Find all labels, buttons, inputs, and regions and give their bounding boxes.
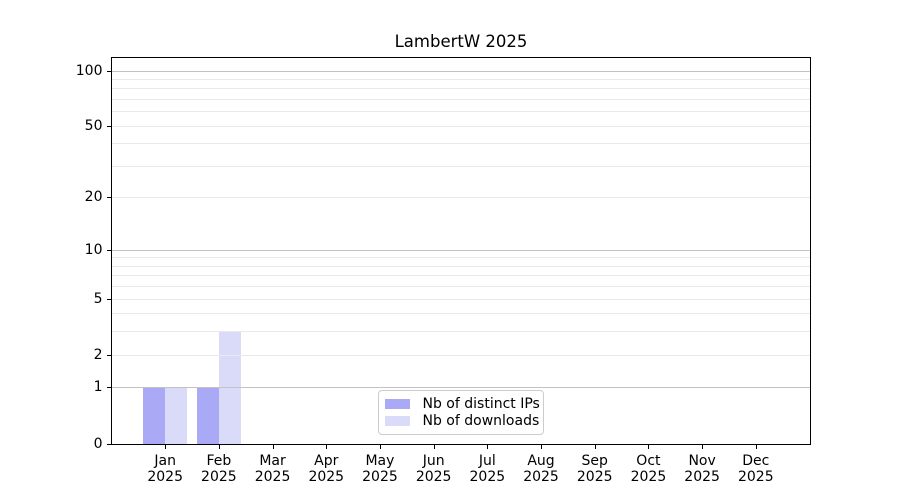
gridline-y-50	[111, 125, 810, 127]
gridline-y-8	[111, 265, 810, 267]
gridline-y-30	[111, 165, 810, 167]
y-tick-20	[106, 197, 111, 199]
bar-nb-of-downloads-jan	[165, 387, 188, 444]
x-tick-may	[379, 444, 381, 449]
x-tick-jan	[165, 444, 167, 449]
x-label-year: 2025	[684, 469, 720, 485]
x-label-year: 2025	[254, 469, 291, 485]
x-label-month: Sep	[581, 452, 608, 469]
x-label-month: Dec	[742, 452, 770, 469]
y-tick-0	[106, 443, 111, 445]
y-tick-label-50: 50	[84, 117, 103, 134]
legend-label-distinct-ips: Nb of distinct IPs	[422, 396, 540, 412]
gridline-y-10	[111, 249, 810, 251]
x-tick-aug	[541, 444, 543, 449]
x-tick-label-aug: Aug 2025	[523, 453, 559, 486]
x-tick-label-oct: Oct 2025	[631, 453, 667, 486]
gridline-y-40	[111, 143, 810, 145]
x-tick-label-jun: Jun 2025	[416, 453, 452, 486]
gridline-y-60	[111, 111, 810, 113]
gridline-y-6	[111, 286, 810, 288]
x-label-year: 2025	[576, 469, 613, 485]
y-tick-label-5: 5	[93, 290, 103, 307]
legend-item-downloads: Nb of downloads	[384, 413, 540, 429]
legend-swatch-distinct-ips	[384, 398, 410, 410]
x-label-year: 2025	[415, 469, 452, 485]
y-tick-label-100: 100	[75, 62, 103, 79]
gridline-y-7	[111, 275, 810, 277]
chart-title: LambertW 2025	[394, 32, 528, 51]
bar-nb-of-distinct-ips-feb	[196, 387, 219, 444]
x-label-month: Jul	[478, 452, 496, 469]
y-tick-1	[106, 387, 111, 389]
gridline-y-90	[111, 78, 810, 80]
gridline-y-9	[111, 257, 810, 259]
y-tick-5	[106, 298, 111, 300]
x-label-year: 2025	[308, 469, 345, 485]
x-label-month: May	[365, 452, 395, 469]
y-tick-label-2: 2	[93, 346, 103, 363]
x-label-month: Oct	[636, 452, 661, 469]
x-tick-label-nov: Nov 2025	[684, 453, 720, 486]
y-tick-100	[106, 70, 111, 72]
legend-item-distinct-ips: Nb of distinct IPs	[384, 396, 540, 412]
gridline-y-80	[111, 88, 810, 90]
x-label-month: Nov	[688, 452, 716, 469]
x-label-month: Jan	[154, 452, 176, 469]
x-tick-jun	[433, 444, 435, 449]
legend: Nb of distinct IPs Nb of downloads	[377, 390, 544, 435]
legend-label-downloads: Nb of downloads	[422, 413, 540, 429]
x-label-month: Aug	[527, 452, 555, 469]
x-tick-feb	[218, 444, 220, 449]
x-tick-sep	[594, 444, 596, 449]
y-tick-label-0: 0	[93, 435, 103, 452]
x-label-year: 2025	[737, 469, 774, 485]
x-tick-label-dec: Dec 2025	[738, 453, 774, 486]
x-label-year: 2025	[469, 469, 506, 485]
x-label-month: Mar	[259, 452, 286, 469]
x-tick-jul	[487, 444, 489, 449]
plot-area: Nb of distinct IPs Nb of downloads 0 1 2 5 1…	[76, 56, 811, 485]
gridline-y-100	[111, 70, 810, 72]
gridline-y-4	[111, 313, 810, 315]
x-tick-label-sep: Sep 2025	[577, 453, 613, 486]
gridline-y-3	[111, 331, 810, 333]
x-label-year: 2025	[201, 469, 237, 485]
y-tick-50	[106, 125, 111, 127]
gridline-y-20	[111, 197, 810, 199]
x-tick-dec	[755, 444, 757, 449]
y-tick-label-10: 10	[84, 241, 103, 258]
y-tick-label-20: 20	[84, 189, 103, 206]
gridline-y-5	[111, 298, 810, 300]
x-tick-label-apr: Apr 2025	[308, 453, 344, 486]
x-label-year: 2025	[630, 469, 667, 485]
x-tick-label-jul: Jul 2025	[470, 453, 506, 486]
x-tick-apr	[326, 444, 328, 449]
y-tick-10	[106, 249, 111, 251]
x-tick-label-mar: Mar 2025	[255, 453, 291, 486]
x-label-year: 2025	[147, 469, 184, 485]
x-tick-mar	[272, 444, 274, 449]
gridline-y-1	[111, 387, 810, 389]
gridline-y-70	[111, 98, 810, 100]
y-tick-label-1: 1	[93, 379, 103, 396]
x-label-month: Jun	[422, 452, 445, 469]
gridline-y-2	[111, 354, 810, 356]
x-tick-oct	[648, 444, 650, 449]
x-label-year: 2025	[523, 469, 559, 485]
x-tick-nov	[702, 444, 704, 449]
x-tick-label-jan: Jan 2025	[147, 453, 183, 486]
x-label-year: 2025	[362, 469, 398, 485]
x-tick-label-feb: Feb 2025	[201, 453, 237, 486]
bar-nb-of-distinct-ips-jan	[143, 387, 166, 444]
x-label-month: Apr	[314, 452, 339, 469]
x-label-month: Feb	[206, 452, 232, 469]
x-tick-label-may: May 2025	[362, 453, 398, 486]
y-tick-2	[106, 354, 111, 356]
legend-swatch-downloads	[384, 415, 410, 427]
